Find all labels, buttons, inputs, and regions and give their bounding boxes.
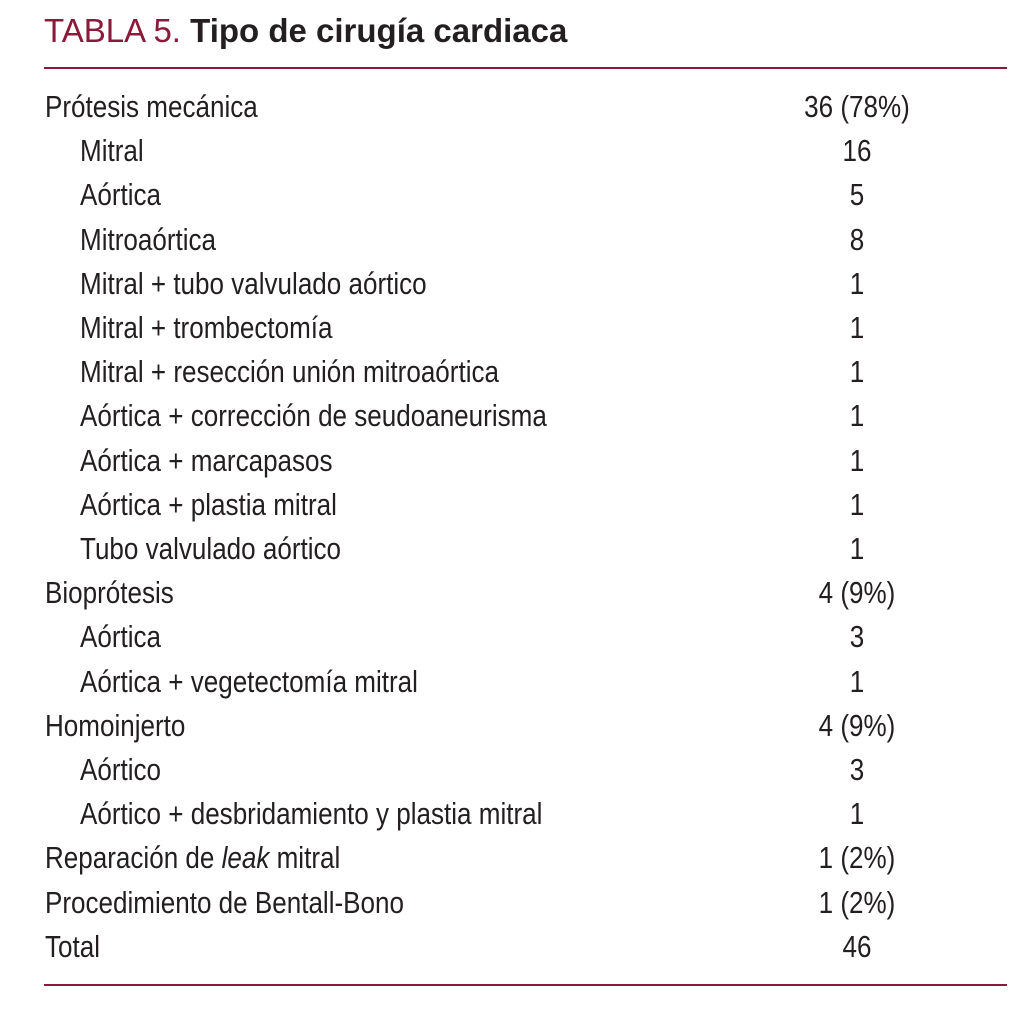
row-value: 16	[842, 133, 872, 169]
row-value: 1	[849, 265, 865, 301]
row-label: Aórtica	[80, 177, 162, 213]
row-value: 3	[849, 619, 865, 655]
row-value: 46	[842, 928, 872, 964]
top-rule	[44, 67, 1007, 69]
row-value: 5	[849, 177, 865, 213]
row-label: Homoinjerto	[45, 707, 186, 743]
row-label: Aórtica + vegetectomía mitral	[80, 663, 418, 699]
table-heading: Tipo de cirugía cardiaca	[190, 12, 568, 49]
row-label: Reparación de leak mitral	[45, 840, 340, 876]
label-italic: leak	[221, 840, 270, 876]
row-label: Aórtica + marcapasos	[80, 442, 333, 478]
row-value: 1	[849, 398, 865, 434]
row-value: 1	[849, 310, 865, 345]
row-label: Aórtico	[80, 752, 162, 787]
bottom-rule	[44, 984, 1007, 986]
row-value: 8	[849, 221, 865, 257]
row-label: Mitral + tubo valvulado aórtico	[80, 265, 427, 301]
row-label: Procedimiento de Bentall-Bono	[45, 884, 404, 920]
table-label: TABLA 5.	[44, 12, 181, 49]
row-label: Aórtica + plastia mitral	[80, 486, 337, 522]
row-value: 1	[849, 354, 865, 390]
row-label: Mitral + trombectomía	[80, 310, 333, 345]
row-label: Aórtica + corrección de seudoaneurisma	[80, 398, 547, 434]
row-value: 1	[849, 531, 865, 566]
row-value: 36 (78%)	[804, 89, 910, 124]
table-title: TABLA 5. Tipo de cirugía cardiaca	[44, 12, 567, 50]
row-label: Total	[45, 928, 101, 964]
row-value: 4 (9%)	[818, 575, 896, 611]
row-label: Aórtico + desbridamiento y plastia mitra…	[80, 796, 543, 832]
row-value: 3	[849, 752, 865, 787]
row-label: Mitral	[80, 133, 144, 169]
row-label: Mitroaórtica	[80, 221, 217, 257]
row-label: Tubo valvulado aórtico	[80, 531, 342, 566]
row-value: 1	[849, 663, 865, 699]
row-value: 1	[849, 796, 865, 832]
row-label: Aórtica	[80, 619, 162, 655]
row-label: Mitral + resección unión mitroaórtica	[80, 354, 499, 390]
row-label: Prótesis mecánica	[45, 89, 258, 124]
row-value: 1	[849, 442, 865, 478]
label-text: mitral	[269, 840, 341, 876]
row-value: 4 (9%)	[818, 707, 896, 743]
row-value: 1 (2%)	[818, 884, 896, 920]
row-value: 1	[849, 486, 865, 522]
label-text: Reparación de	[45, 840, 222, 876]
row-value: 1 (2%)	[818, 840, 896, 876]
row-label: Bioprótesis	[45, 575, 174, 611]
